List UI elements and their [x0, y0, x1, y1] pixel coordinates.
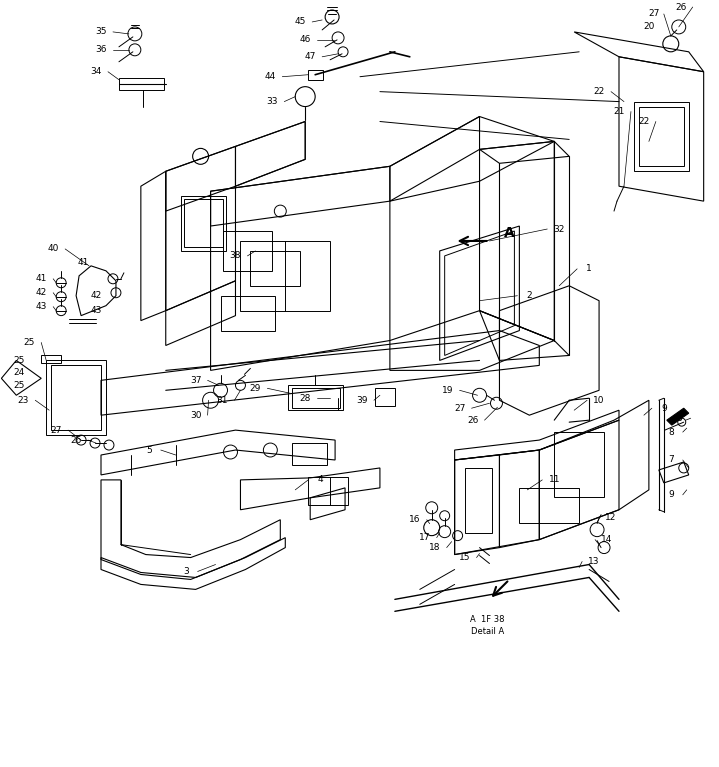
Bar — [464, 468, 493, 532]
Bar — [554, 432, 604, 497]
Bar — [180, 196, 226, 251]
Bar — [639, 107, 684, 166]
Text: 15: 15 — [459, 553, 470, 562]
Text: 35: 35 — [95, 28, 106, 36]
Text: 9: 9 — [668, 490, 674, 499]
Bar — [221, 296, 275, 331]
Text: 36: 36 — [95, 45, 106, 54]
Text: 25: 25 — [14, 356, 25, 365]
Text: 27: 27 — [50, 426, 62, 435]
Bar — [250, 251, 301, 286]
Text: 40: 40 — [47, 245, 59, 253]
Text: 5: 5 — [146, 446, 152, 455]
Bar — [41, 355, 61, 364]
Text: 20: 20 — [644, 22, 654, 31]
Bar — [308, 70, 323, 80]
Text: 31: 31 — [217, 396, 228, 405]
Text: 2: 2 — [526, 291, 532, 300]
Text: 34: 34 — [91, 67, 101, 76]
Bar — [519, 488, 579, 522]
Text: 27: 27 — [454, 403, 465, 413]
Text: 13: 13 — [588, 557, 600, 566]
Text: 25: 25 — [24, 338, 35, 347]
Bar — [46, 360, 106, 435]
Text: 11: 11 — [549, 476, 560, 485]
Text: A  1F 38: A 1F 38 — [470, 615, 505, 624]
Text: 16: 16 — [409, 515, 421, 524]
Text: 27: 27 — [648, 9, 659, 18]
Bar — [292, 443, 327, 465]
Bar — [240, 241, 330, 311]
Text: 23: 23 — [18, 396, 29, 405]
Text: 1: 1 — [586, 265, 592, 273]
Text: 29: 29 — [249, 384, 261, 393]
Text: 38: 38 — [230, 252, 242, 261]
Bar — [223, 231, 273, 271]
Text: 43: 43 — [91, 306, 101, 315]
Polygon shape — [667, 408, 689, 425]
Text: 19: 19 — [442, 386, 454, 395]
Text: 26: 26 — [70, 436, 82, 445]
Text: 47: 47 — [305, 52, 316, 61]
Text: 28: 28 — [300, 393, 311, 403]
Text: 3: 3 — [183, 567, 188, 576]
Text: A: A — [504, 226, 515, 240]
Text: 42: 42 — [36, 288, 47, 298]
Text: 30: 30 — [190, 410, 201, 420]
Bar — [119, 77, 164, 90]
Text: 42: 42 — [91, 291, 101, 300]
Bar — [183, 199, 223, 247]
Text: 8: 8 — [668, 428, 674, 436]
Text: 17: 17 — [419, 533, 431, 542]
Text: 44: 44 — [265, 72, 276, 81]
Text: 9: 9 — [661, 403, 667, 413]
Text: 12: 12 — [605, 513, 617, 522]
Text: 32: 32 — [554, 225, 565, 233]
Bar — [375, 388, 395, 407]
Bar — [51, 365, 101, 430]
Text: 39: 39 — [356, 396, 367, 405]
Text: 22: 22 — [593, 87, 605, 96]
Bar — [634, 101, 689, 171]
Text: 41: 41 — [78, 258, 88, 268]
Text: 22: 22 — [638, 117, 649, 126]
Text: 7: 7 — [668, 456, 674, 465]
Text: 41: 41 — [35, 275, 47, 283]
Bar — [288, 385, 343, 410]
Text: 14: 14 — [601, 535, 613, 544]
Text: 24: 24 — [14, 368, 25, 377]
Bar — [308, 477, 348, 505]
Text: 4: 4 — [317, 476, 323, 485]
Text: 37: 37 — [190, 376, 201, 385]
Text: 6: 6 — [676, 413, 682, 423]
Text: 18: 18 — [429, 543, 441, 552]
Bar — [292, 388, 340, 408]
Text: 25: 25 — [14, 381, 25, 390]
Text: 46: 46 — [300, 35, 311, 44]
Text: 21: 21 — [613, 107, 625, 116]
Text: 33: 33 — [267, 97, 278, 106]
Text: 26: 26 — [675, 2, 687, 12]
Text: 43: 43 — [35, 302, 47, 311]
Text: 10: 10 — [593, 396, 605, 405]
Text: Detail A: Detail A — [471, 627, 504, 636]
Text: 26: 26 — [467, 416, 478, 425]
Text: 45: 45 — [295, 18, 306, 26]
